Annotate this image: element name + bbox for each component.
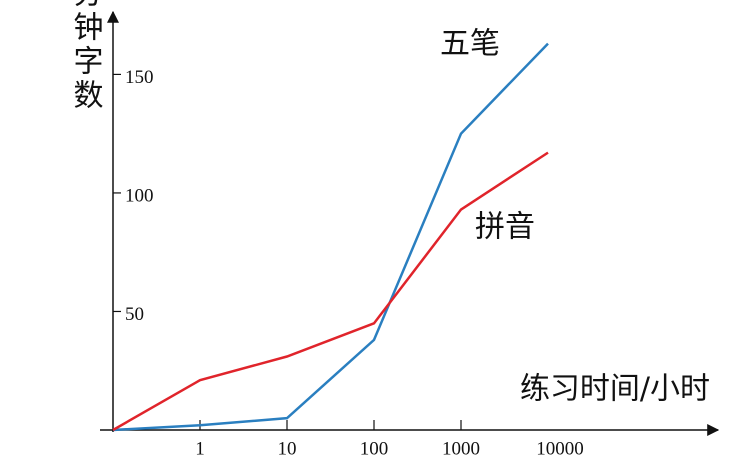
series-label: 拼音	[475, 210, 535, 245]
series-label: 五笔	[440, 27, 500, 62]
x-tick-label: 1	[195, 438, 205, 459]
series-line	[112, 151, 549, 432]
x-tick-label: 10000	[536, 438, 584, 459]
y-tick-label: 150	[125, 67, 154, 88]
x-axis-label: 练习时间/小时	[520, 372, 710, 407]
y-tick-label: 50	[125, 304, 144, 325]
x-tick-label: 10	[278, 438, 297, 459]
x-tick-label: 100	[360, 438, 389, 459]
y-axis-label: 每分钟字数	[68, 0, 103, 113]
series-line	[112, 42, 549, 432]
y-tick-label: 100	[125, 185, 154, 206]
x-tick-label: 1000	[442, 438, 480, 459]
